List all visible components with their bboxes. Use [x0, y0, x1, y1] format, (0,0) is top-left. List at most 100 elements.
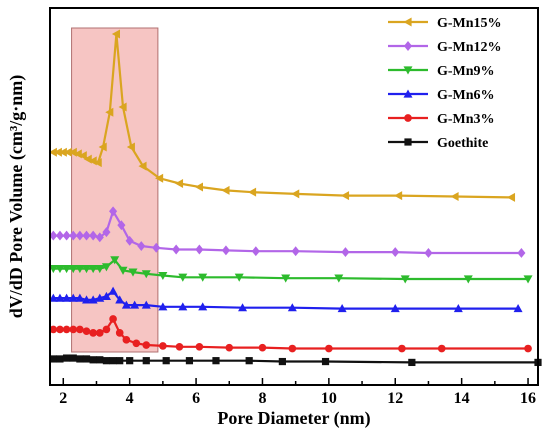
data-point-g-mn15 — [394, 191, 403, 201]
data-point-g-mn9 — [110, 256, 120, 265]
data-point-g-mn3 — [195, 342, 204, 351]
data-point-g-mn12 — [517, 248, 526, 258]
data-point-g-mn12 — [75, 230, 84, 241]
legend-marker — [403, 41, 413, 51]
legend-label: G-Mn12% — [437, 40, 502, 55]
data-point-g-mn3 — [132, 339, 141, 348]
data-point-g-mn12 — [152, 242, 161, 253]
series-line-g-mn9 — [53, 258, 528, 281]
data-point-goethite — [109, 357, 117, 365]
data-point-g-mn6 — [337, 304, 347, 313]
data-point-g-mn6 — [158, 302, 168, 311]
data-point-g-mn12 — [424, 248, 433, 258]
data-point-g-mn6 — [48, 293, 58, 302]
data-point-g-mn3 — [82, 327, 91, 335]
series-g-mn12 — [49, 206, 526, 258]
data-point-g-mn3 — [288, 344, 297, 353]
data-point-g-mn9 — [178, 273, 188, 282]
data-point-goethite — [321, 357, 330, 366]
data-point-goethite — [408, 358, 416, 367]
data-point-g-mn15 — [118, 102, 127, 112]
data-point-g-mn12 — [221, 245, 230, 256]
series-line-goethite — [53, 357, 538, 364]
series-g-mn6 — [48, 286, 523, 313]
legend-item-goethite: Goethite — [388, 136, 488, 151]
data-point-g-mn9 — [141, 270, 151, 279]
data-point-g-mn15 — [93, 158, 102, 168]
data-point-g-mn15 — [340, 191, 350, 201]
data-point-g-mn6 — [513, 304, 523, 313]
legend-marker — [404, 138, 412, 146]
x-axis-title: Pore Diameter (nm) — [217, 408, 370, 429]
data-point-g-mn15 — [221, 185, 230, 195]
data-point-g-mn6 — [95, 293, 105, 302]
legend-marker — [404, 114, 412, 122]
x-tick-label: 16 — [520, 390, 536, 407]
data-point-g-mn6 — [287, 303, 297, 312]
series-g-mn3 — [49, 315, 532, 353]
data-point-g-mn15 — [291, 189, 300, 199]
data-point-g-mn3 — [258, 343, 267, 352]
data-point-g-mn3 — [49, 325, 58, 334]
data-point-g-mn12 — [341, 247, 350, 258]
data-point-g-mn9 — [101, 263, 111, 272]
data-point-g-mn3 — [89, 329, 97, 337]
data-point-goethite — [126, 357, 134, 365]
data-point-g-mn9 — [128, 268, 138, 277]
series-layer — [48, 29, 542, 367]
data-point-g-mn6 — [198, 302, 208, 311]
data-point-g-mn6 — [130, 300, 140, 309]
legend-item-g-mn9: G-Mn9% — [388, 64, 495, 79]
data-point-goethite — [142, 357, 150, 365]
data-point-g-mn12 — [391, 247, 400, 258]
data-point-goethite — [82, 355, 91, 363]
data-point-goethite — [278, 357, 286, 366]
data-point-g-mn6 — [55, 293, 65, 302]
data-point-g-mn12 — [172, 244, 181, 255]
data-point-g-mn9 — [198, 273, 208, 282]
data-point-g-mn12 — [117, 220, 126, 231]
data-point-goethite — [76, 355, 84, 363]
data-point-g-mn15 — [174, 178, 184, 188]
data-point-g-mn3 — [95, 329, 104, 337]
data-point-g-mn6 — [121, 300, 131, 309]
legend-label: G-Mn3% — [437, 112, 495, 127]
data-point-g-mn15 — [53, 147, 62, 157]
data-point-goethite — [212, 357, 220, 365]
data-point-g-mn3 — [159, 342, 167, 350]
legend-item-g-mn6: G-Mn6% — [388, 88, 495, 103]
data-point-g-mn6 — [141, 300, 151, 309]
data-point-g-mn12 — [49, 230, 58, 241]
data-point-g-mn12 — [95, 232, 104, 243]
legend-marker — [403, 89, 413, 98]
data-point-g-mn6 — [453, 304, 463, 313]
data-point-g-mn12 — [291, 246, 300, 257]
legend-marker — [403, 17, 412, 27]
data-point-g-mn12 — [55, 230, 65, 241]
data-point-g-mn9 — [82, 264, 92, 274]
data-point-g-mn15 — [98, 142, 107, 152]
data-point-g-mn15 — [111, 29, 120, 39]
y-axis-title: dV/dD Pore Volume (cm³/g·nm) — [6, 75, 27, 319]
legend-label: G-Mn9% — [437, 64, 495, 79]
data-point-g-mn12 — [82, 230, 91, 241]
data-point-g-mn9 — [234, 273, 244, 282]
data-point-g-mn6 — [62, 293, 72, 302]
data-point-goethite — [245, 357, 253, 365]
data-point-goethite — [185, 357, 194, 365]
data-point-g-mn9 — [118, 266, 128, 275]
data-point-g-mn9 — [523, 275, 533, 284]
data-point-g-mn3 — [115, 329, 124, 337]
data-point-goethite — [62, 354, 71, 362]
data-point-g-mn15 — [78, 151, 87, 161]
legend: G-Mn15% G-Mn12% G-Mn9% G-Mn6% G-Mn3% Goethite — [388, 16, 502, 151]
data-point-g-mn15 — [105, 107, 114, 117]
data-point-g-mn3 — [524, 344, 532, 353]
legend-label: G-Mn6% — [437, 88, 495, 103]
data-point-g-mn15 — [48, 147, 57, 157]
data-point-g-mn6 — [178, 302, 188, 311]
data-point-g-mn9 — [48, 264, 58, 274]
x-tick-label: 6 — [192, 390, 200, 407]
data-point-g-mn9 — [68, 264, 78, 274]
